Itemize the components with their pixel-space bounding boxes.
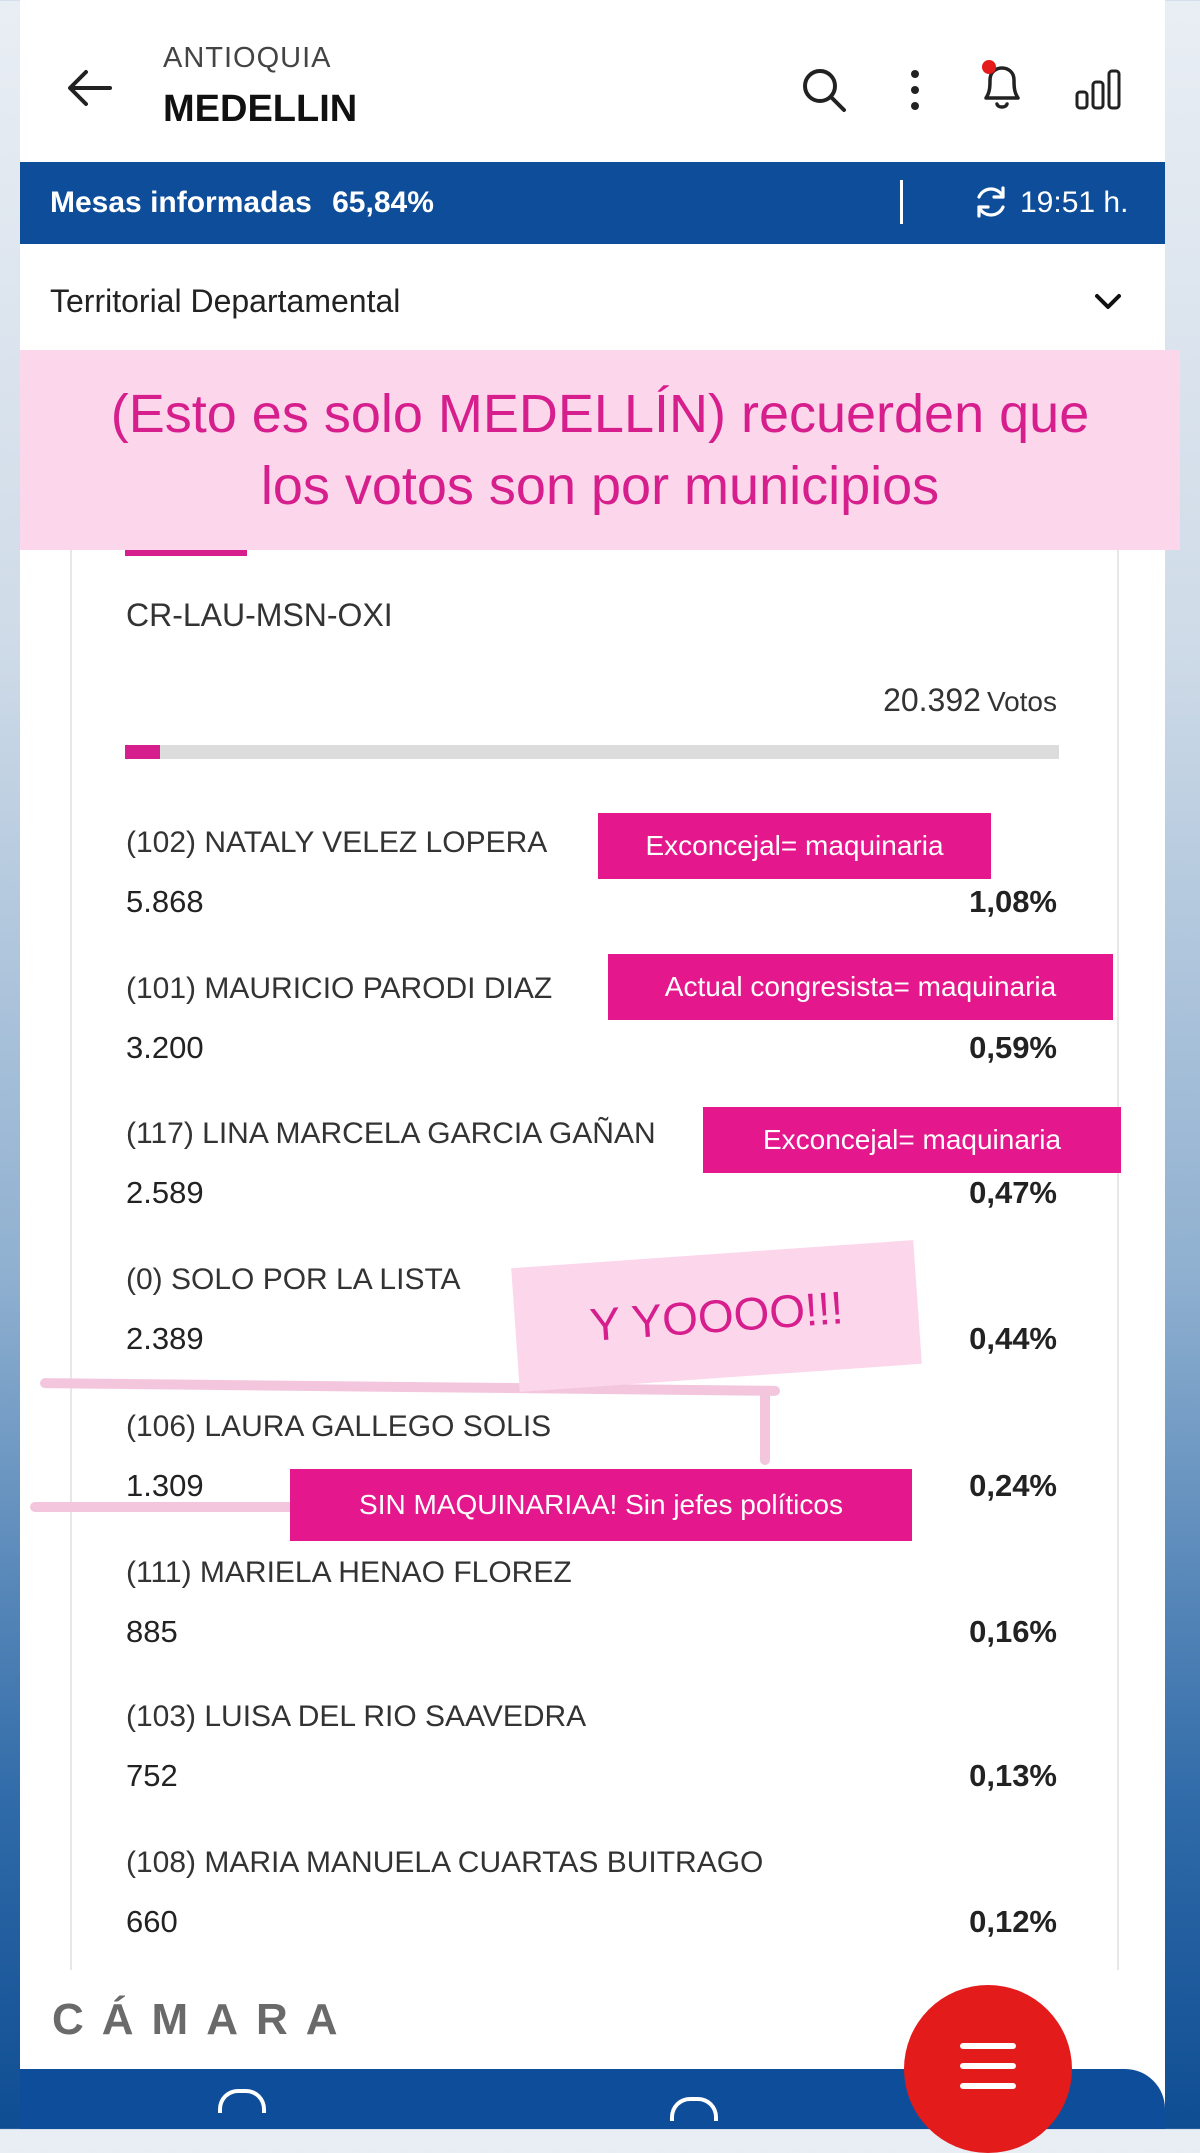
highlight-stroke xyxy=(30,1502,300,1512)
city-name: MEDELLIN xyxy=(163,88,358,130)
update-time: 19:51 h. xyxy=(1020,186,1129,219)
candidate-percent: 0,24% xyxy=(969,1468,1057,1503)
party-name: CR-LAU-MSN-OXI xyxy=(126,597,393,633)
candidate-votes: 752 xyxy=(126,1758,178,1793)
annotation-tag: SIN MAQUINARIAA! Sin jefes políticos xyxy=(290,1469,912,1541)
hamburger-line xyxy=(960,2083,1016,2089)
candidate-votes: 3.200 xyxy=(126,1030,204,1065)
card-accent-line xyxy=(125,550,247,556)
candidate-percent: 0,59% xyxy=(969,1030,1057,1065)
total-votes-value: 20.392 xyxy=(883,682,981,718)
annotation-tag: Exconcejal= maquinaria xyxy=(703,1107,1121,1173)
hamburger-menu-icon xyxy=(960,2043,1016,2049)
more-vertical-icon[interactable] xyxy=(905,66,925,114)
candidate-name: (111) MARIELA HENAO FLOREZ xyxy=(126,1556,572,1589)
refresh-icon[interactable] xyxy=(972,183,1010,221)
brand-logo-text: CÁMARA xyxy=(52,1995,356,2044)
party-progress-fill xyxy=(125,745,161,759)
candidate-percent: 0,16% xyxy=(969,1614,1057,1649)
back-arrow-icon[interactable] xyxy=(66,68,112,108)
candidate-votes: 885 xyxy=(126,1614,178,1649)
candidate-name: (108) MARIA MANUELA CUARTAS BUITRAGO xyxy=(126,1846,764,1879)
banner-line-1: (Esto es solo MEDELLÍN) recuerden que xyxy=(110,384,1090,444)
mesas-percent: 65,84% xyxy=(332,186,434,219)
territorial-dropdown[interactable]: Territorial Departamental xyxy=(50,283,401,319)
party-progress-bar xyxy=(125,745,1059,759)
chevron-down-icon[interactable] xyxy=(1093,290,1123,314)
status-bar: Mesas informadas 65,84% 19:51 h. xyxy=(20,162,1165,244)
nav-icon[interactable] xyxy=(670,2097,718,2121)
candidate-name: (101) MAURICIO PARODI DIAZ xyxy=(126,972,553,1005)
candidate-votes: 2.389 xyxy=(126,1321,204,1356)
annotation-tag: Exconcejal= maquinaria xyxy=(598,813,991,879)
candidate-name: (106) LAURA GALLEGO SOLIS xyxy=(126,1410,552,1443)
candidate-percent: 0,47% xyxy=(969,1175,1057,1210)
candidate-votes: 2.589 xyxy=(126,1175,204,1210)
highlight-stroke xyxy=(760,1387,770,1465)
banner-line-2: los votos son por municipios xyxy=(260,456,940,516)
people-icon[interactable] xyxy=(218,2089,266,2113)
mesas-label: Mesas informadas xyxy=(50,186,312,219)
candidate-percent: 0,44% xyxy=(969,1321,1057,1356)
candidate-votes: 5.868 xyxy=(126,884,204,919)
divider xyxy=(900,180,903,224)
candidate-percent: 0,13% xyxy=(969,1758,1057,1793)
department-name: ANTIOQUIA xyxy=(163,42,332,74)
menu-button[interactable] xyxy=(904,1985,1072,2153)
results-card xyxy=(70,550,1119,1970)
hamburger-line xyxy=(960,2063,1016,2069)
bell-icon[interactable] xyxy=(976,58,1028,114)
candidate-votes: 1.309 xyxy=(126,1468,204,1503)
candidate-percent: 0,12% xyxy=(969,1904,1057,1939)
bar-chart-icon[interactable] xyxy=(1075,68,1121,110)
candidate-percent: 1,08% xyxy=(969,884,1057,919)
annotation-tag: Actual congresista= maquinaria xyxy=(608,954,1113,1020)
candidate-votes: 660 xyxy=(126,1904,178,1939)
candidate-name: (117) LINA MARCELA GARCIA GAÑAN xyxy=(126,1117,656,1150)
search-icon[interactable] xyxy=(800,66,848,114)
votes-label: Votos xyxy=(986,686,1057,717)
candidate-name: (0) SOLO POR LA LISTA xyxy=(126,1263,461,1296)
candidate-name: (102) NATALY VELEZ LOPERA xyxy=(126,826,548,859)
annotation-banner: (Esto es solo MEDELLÍN) recuerden que lo… xyxy=(20,350,1180,550)
party-total-votes: 20.392 Votos xyxy=(883,682,1057,719)
candidate-name: (103) LUISA DEL RIO SAAVEDRA xyxy=(126,1700,587,1733)
